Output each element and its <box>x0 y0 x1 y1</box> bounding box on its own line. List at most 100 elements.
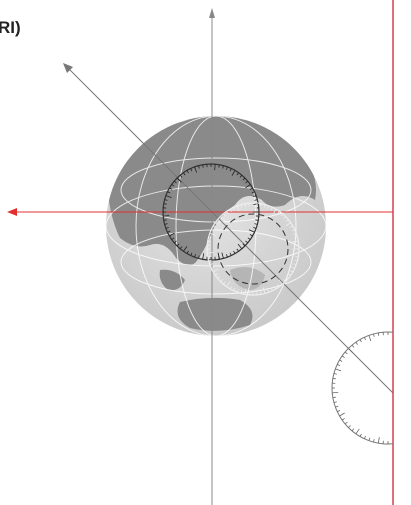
diagonal-axis <box>67 67 394 394</box>
tick <box>183 172 186 176</box>
tick <box>355 428 360 435</box>
tick <box>249 187 253 190</box>
tick <box>294 259 298 262</box>
tick <box>293 232 297 235</box>
tick <box>165 227 169 229</box>
tick <box>267 289 270 293</box>
tick <box>208 259 212 262</box>
tick <box>339 359 343 362</box>
tick <box>173 180 177 184</box>
tick <box>226 211 229 215</box>
tick <box>294 236 298 239</box>
tick <box>270 207 273 211</box>
tick <box>368 437 371 441</box>
tick <box>169 232 175 237</box>
tick <box>176 243 180 247</box>
tick <box>165 195 172 199</box>
tick <box>253 227 257 229</box>
edge-dial-group <box>331 331 393 445</box>
tick <box>221 252 224 259</box>
tick <box>229 286 232 290</box>
tick <box>179 174 183 178</box>
tick <box>337 410 341 413</box>
tick <box>212 225 216 228</box>
tick <box>237 243 243 250</box>
tick <box>233 207 236 211</box>
tick <box>277 283 280 287</box>
tick <box>194 254 196 258</box>
tick <box>251 191 255 194</box>
tick <box>209 232 216 236</box>
tick <box>363 435 366 439</box>
tick <box>215 273 219 276</box>
tick <box>348 348 353 353</box>
tick <box>260 203 262 207</box>
tick <box>245 240 249 244</box>
tick <box>290 225 294 228</box>
tick <box>239 174 243 178</box>
tick <box>229 252 232 256</box>
tick <box>209 263 213 266</box>
tick <box>231 170 236 176</box>
tick <box>355 341 358 345</box>
tick <box>253 195 257 197</box>
tick <box>263 204 266 208</box>
tick <box>217 219 221 222</box>
tick <box>277 211 280 215</box>
tick <box>351 344 355 348</box>
meridian <box>175 116 257 336</box>
tick <box>363 337 366 341</box>
tick <box>222 165 224 169</box>
tick <box>373 333 375 337</box>
tick <box>244 203 246 207</box>
tick <box>236 248 239 252</box>
tick <box>332 377 336 380</box>
tick <box>245 184 251 189</box>
tick <box>202 164 204 168</box>
land-mass <box>159 269 185 291</box>
tick <box>337 363 341 366</box>
tick <box>262 287 266 294</box>
tick <box>220 279 223 282</box>
tick <box>236 289 239 293</box>
tick <box>190 252 193 256</box>
tick <box>289 265 295 269</box>
latitude <box>120 229 312 295</box>
tick <box>198 255 200 259</box>
tick <box>247 237 251 240</box>
tick <box>254 199 258 201</box>
tick <box>233 250 236 254</box>
tick <box>270 287 273 291</box>
tick <box>173 240 177 244</box>
tick <box>240 290 243 294</box>
tick <box>292 240 299 243</box>
tick <box>169 187 173 190</box>
tick <box>359 339 362 343</box>
tick <box>295 256 299 258</box>
tick <box>359 433 362 437</box>
tick <box>207 252 214 254</box>
tick <box>341 355 345 358</box>
arrow-head <box>7 208 17 216</box>
tick <box>249 234 253 237</box>
meridian <box>135 116 297 336</box>
tick <box>344 351 348 355</box>
tick <box>164 199 168 201</box>
tick <box>332 391 339 394</box>
tick <box>208 236 212 239</box>
tick <box>280 213 283 217</box>
tick <box>293 263 297 266</box>
tick <box>171 184 175 187</box>
tick <box>198 165 200 169</box>
tick <box>333 373 337 375</box>
tick <box>218 256 220 260</box>
tick <box>217 276 221 279</box>
tick <box>290 270 294 273</box>
tick <box>236 205 240 212</box>
tick <box>190 168 193 172</box>
tick <box>223 281 226 285</box>
tick <box>335 368 342 372</box>
tick <box>223 213 226 217</box>
latitude <box>106 185 326 267</box>
